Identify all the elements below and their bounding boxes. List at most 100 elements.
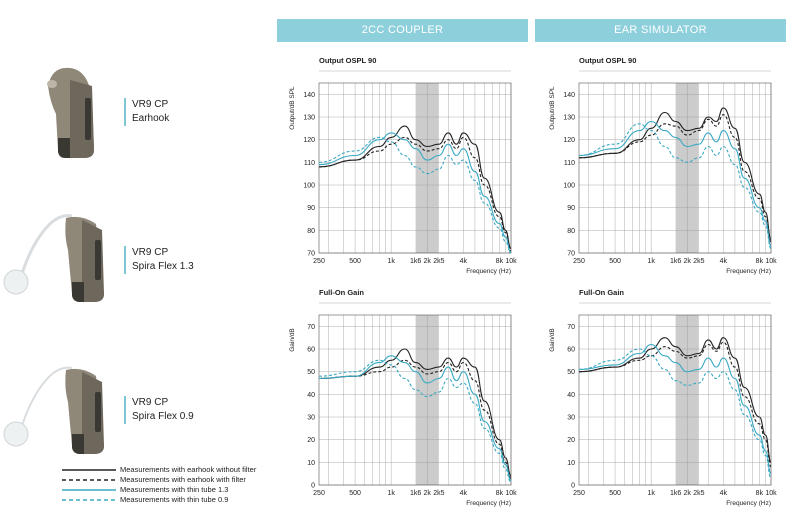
y-tick-label: 10 (567, 460, 575, 467)
series-line-solid-black (578, 337, 772, 463)
y-tick-label: 70 (567, 324, 575, 331)
y-tick-label: 30 (307, 415, 315, 422)
y-tick-label: 40 (307, 392, 315, 399)
x-axis-label: Frequency (Hz) (466, 268, 511, 275)
legend-swatch (62, 479, 116, 481)
y-axis-label: Output/dB SPL (289, 86, 296, 130)
legend-label: Measurements with earhook without filter (120, 465, 257, 475)
chart-title: Full-On Gain (319, 288, 364, 297)
x-tick-label: 1k6 (670, 258, 681, 265)
x-tick-label: 250 (313, 258, 325, 265)
y-tick-label: 120 (563, 137, 575, 144)
series-line-solid-blue (318, 132, 512, 254)
series-line-solid-blue (318, 355, 512, 482)
legend-label: Measurements with thin tube 1.3 (120, 485, 229, 495)
x-tick-label: 10k (765, 258, 777, 265)
x-axis-label: Frequency (Hz) (726, 268, 771, 275)
x-tick-label: 10k (505, 258, 517, 265)
x-tick-label: 500 (609, 258, 621, 265)
chart-title: Output OSPL 90 (319, 56, 376, 65)
plot-frame (578, 82, 772, 254)
x-tick-label: 500 (609, 490, 621, 497)
device-variant: Spira Flex 0.9 (132, 411, 194, 422)
chart-title: Output OSPL 90 (579, 56, 636, 65)
series-line-solid-black (318, 348, 512, 477)
device-label-spira-09: VR9 CP Spira Flex 0.9 (124, 396, 194, 424)
legend-item: Measurements with thin tube 0.9 (62, 495, 256, 505)
legend-item: Measurements with earhook with filter (62, 475, 256, 485)
x-tick-label: 1k (647, 490, 655, 497)
y-tick-label: 70 (307, 324, 315, 331)
x-tick-label: 2k5 (693, 258, 704, 265)
y-tick-label: 20 (567, 437, 575, 444)
y-tick-label: 80 (567, 228, 575, 235)
spira-flex-13-device-image (3, 214, 104, 302)
x-tick-label: 10k (765, 490, 777, 497)
series-line-dashed-black (578, 114, 772, 243)
x-tick-label: 1k (647, 258, 655, 265)
y-tick-label: 50 (307, 369, 315, 376)
y-tick-label: 140 (303, 92, 315, 99)
x-tick-label: 2k (684, 258, 692, 265)
x-tick-label: 2k (424, 258, 432, 265)
x-axis-label: Frequency (Hz) (726, 500, 771, 507)
y-tick-label: 0 (311, 483, 315, 490)
x-tick-label: 4k (460, 258, 468, 265)
y-tick-label: 60 (307, 347, 315, 354)
x-tick-label: 1k (387, 490, 395, 497)
x-tick-label: 4k (720, 490, 728, 497)
legend-swatch (62, 499, 116, 501)
device-variant: Earhook (132, 113, 170, 124)
x-tick-label: 1k (387, 258, 395, 265)
device-name: VR9 CP (132, 99, 169, 110)
x-tick-label: 2k (424, 490, 432, 497)
x-tick-label: 10k (505, 490, 517, 497)
y-tick-label: 50 (567, 369, 575, 376)
x-tick-label: 250 (573, 490, 585, 497)
x-tick-label: 1k6 (410, 258, 421, 265)
device-variant: Spira Flex 1.3 (132, 261, 194, 272)
earhook-device-image (47, 67, 94, 158)
plot-frame (578, 314, 772, 486)
x-tick-label: 2k5 (433, 258, 444, 265)
device-label-earhook: VR9 CP Earhook (124, 98, 169, 126)
spira-flex-09-device-image (3, 366, 104, 454)
series-line-dashed-blue (318, 136, 512, 254)
x-axis-label: Frequency (Hz) (466, 500, 511, 507)
legend: Measurements with earhook without filter… (62, 465, 256, 505)
x-tick-label: 1k6 (410, 490, 421, 497)
x-tick-label: 2k (684, 490, 692, 497)
x-tick-label: 8k (756, 258, 764, 265)
x-tick-label: 500 (349, 490, 361, 497)
y-tick-label: 60 (567, 347, 575, 354)
legend-swatch (62, 469, 116, 471)
device-label-spira-13: VR9 CP Spira Flex 1.3 (124, 246, 194, 274)
series-line-dashed-blue (318, 359, 512, 484)
x-tick-label: 8k (496, 258, 504, 265)
y-tick-label: 100 (303, 183, 315, 190)
x-tick-label: 250 (573, 258, 585, 265)
x-tick-label: 8k (756, 490, 764, 497)
y-axis-label: Output/dB SPL (549, 86, 556, 130)
y-tick-label: 20 (307, 437, 315, 444)
legend-item: Measurements with earhook without filter (62, 465, 256, 475)
y-tick-label: 70 (307, 251, 315, 258)
y-tick-label: 140 (563, 92, 575, 99)
series-line-dashed-black (318, 136, 512, 252)
series-line-solid-blue (578, 343, 772, 475)
plot-frame (318, 314, 512, 486)
y-tick-label: 90 (307, 205, 315, 212)
y-axis-label: Gain/dB (549, 328, 556, 352)
device-name: VR9 CP (132, 397, 169, 408)
y-axis-label: Gain/dB (289, 328, 296, 352)
device-name: VR9 CP (132, 247, 169, 258)
series-line-solid-blue (578, 120, 772, 247)
plot-frame (318, 82, 512, 254)
legend-label: Measurements with earhook with filter (120, 475, 246, 485)
y-tick-label: 120 (303, 137, 315, 144)
y-tick-label: 130 (563, 115, 575, 122)
y-tick-label: 0 (571, 483, 575, 490)
y-tick-label: 70 (567, 251, 575, 258)
x-tick-label: 500 (349, 258, 361, 265)
